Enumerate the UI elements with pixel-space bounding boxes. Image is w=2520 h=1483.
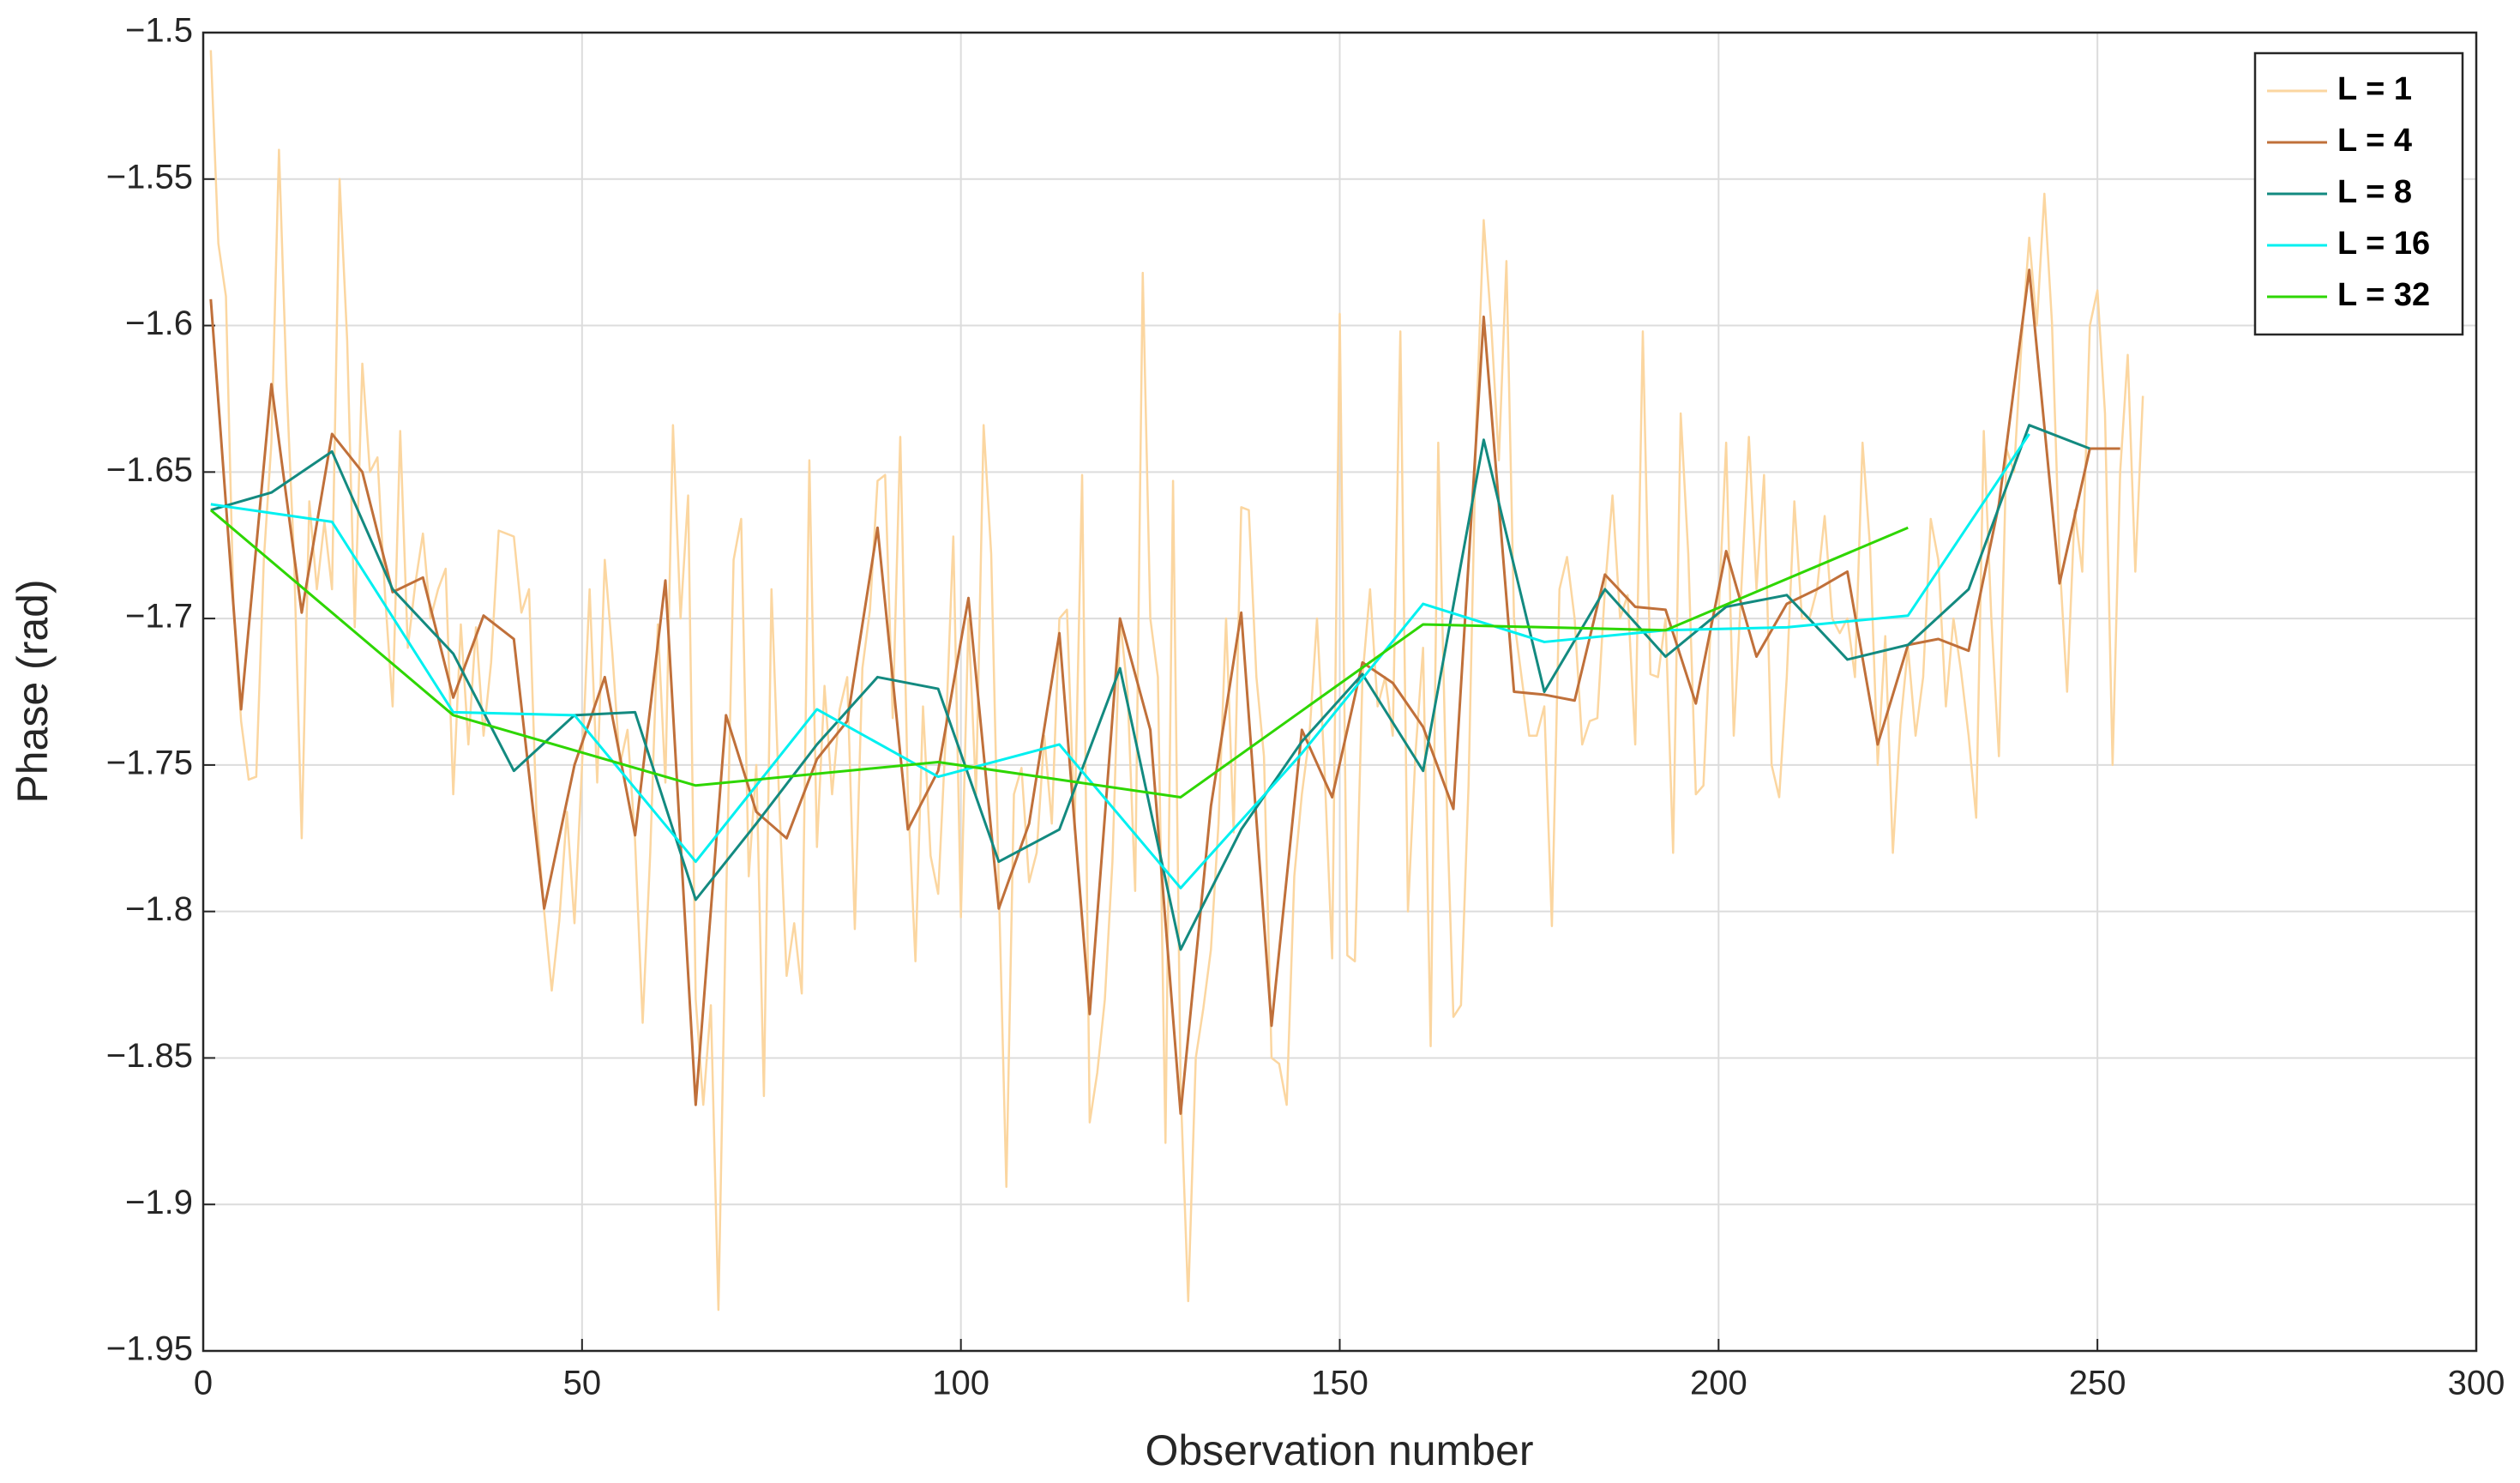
x-tick-label: 250 xyxy=(2069,1365,2126,1402)
y-tick-label: −1.5 xyxy=(125,12,193,50)
series-line xyxy=(209,50,2144,1311)
x-axis-label: Observation number xyxy=(1145,1426,1533,1474)
y-tick-label: −1.85 xyxy=(106,1037,193,1075)
legend: L = 1 L = 4 L = 8 L = 16 L = 32 xyxy=(2253,51,2464,336)
y-tick-label: −1.9 xyxy=(125,1184,193,1221)
legend-label: L = 4 xyxy=(2337,123,2412,159)
x-tick-label: 150 xyxy=(1311,1365,1368,1402)
y-tick-label: −1.95 xyxy=(106,1330,193,1368)
series-line xyxy=(209,268,2120,1115)
x-tick-label: 0 xyxy=(194,1365,213,1402)
legend-label: L = 32 xyxy=(2337,277,2430,313)
y-axis-label: Phase (rad) xyxy=(9,579,57,803)
legend-label: L = 8 xyxy=(2337,174,2412,210)
x-tick-label: 100 xyxy=(932,1365,989,1402)
x-tick-label: 300 xyxy=(2448,1365,2505,1402)
y-tick-label: −1.6 xyxy=(125,304,193,342)
series-line xyxy=(210,433,2030,889)
legend-label: L = 1 xyxy=(2337,71,2412,107)
y-tick-label: −1.75 xyxy=(106,744,193,781)
series-line xyxy=(210,424,2090,951)
y-tick-label: −1.7 xyxy=(125,598,193,636)
y-tick-label: −1.55 xyxy=(106,158,193,196)
x-tick-label: 200 xyxy=(1690,1365,1747,1402)
plot-frame xyxy=(201,31,2478,1353)
y-tick-label: −1.65 xyxy=(106,451,193,489)
series-line xyxy=(209,509,1909,799)
y-tick-label: −1.8 xyxy=(125,890,193,928)
legend-label: L = 16 xyxy=(2337,226,2430,262)
x-tick-label: 50 xyxy=(563,1365,602,1402)
